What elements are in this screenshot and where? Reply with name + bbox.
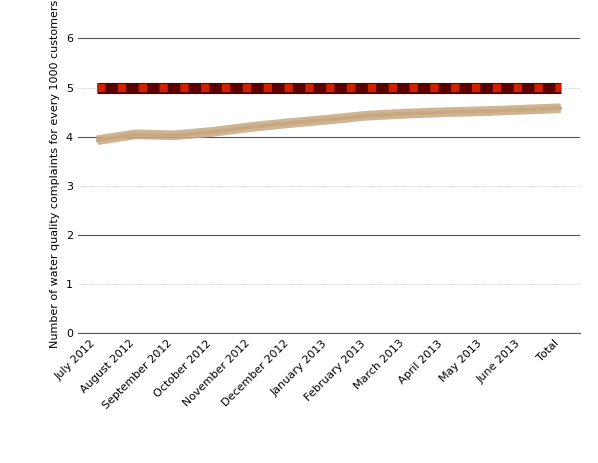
Y-axis label: Number of water quality complaints for every 1000 customers: Number of water quality complaints for e… — [50, 0, 60, 348]
